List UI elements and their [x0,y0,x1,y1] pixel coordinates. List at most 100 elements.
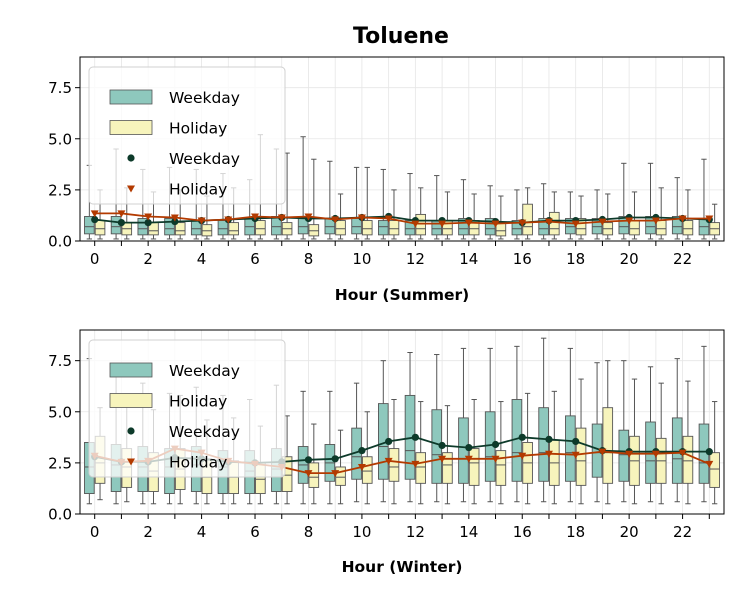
box-holiday-hour-15 [495,195,507,240]
legend: Weekday Holiday Weekday Holiday [88,66,286,205]
y-axis: 0.0 2.5 5.0 7.5 [48,352,80,524]
box-weekday-hour-17 [538,183,549,240]
box-holiday-hour-8 [308,158,320,240]
box-body [308,462,320,488]
mean-point-weekday [358,447,366,455]
box-body [335,220,346,236]
mean-point-holiday [438,455,447,463]
box-weekday-hour-21 [645,162,656,240]
x-tick-label: 10 [352,250,371,268]
x-tick-label: 8 [304,250,314,268]
box-weekday-hour-18 [565,347,576,503]
legend-label: Holiday [169,454,227,472]
box-weekday-hour-16 [511,189,523,240]
box-body [174,222,186,236]
box-weekday-hour-8 [297,390,309,505]
box-holiday-hour-21 [655,187,667,240]
box-holiday-hour-13 [442,405,453,505]
mean-point-holiday [90,210,99,218]
mean-point-weekday [117,219,126,227]
x-tick-label: 12 [406,250,425,268]
box-body [549,211,560,236]
mean-point-holiday [464,219,473,227]
box-weekday-hour-23 [698,345,710,503]
legend-swatch-box-holiday [109,120,153,135]
box-weekday-hour-13 [431,175,443,240]
mean-point-holiday [251,213,260,221]
legend-label: Weekday [169,89,240,107]
x-tick-label: 16 [513,250,532,268]
box-body [164,218,175,236]
mean-point-holiday [411,220,420,228]
box-holiday-hour-15 [495,401,507,505]
box-body [84,216,95,235]
box-weekday-hour-20 [618,162,630,240]
box-holiday-hour-10 [361,166,373,240]
box-body [629,220,640,236]
mean-point-weekday [385,437,393,446]
mean-point-holiday [117,210,126,218]
mean-point-holiday [464,455,473,463]
mean-point-holiday [598,448,607,456]
mean-point-holiday [144,213,153,221]
box-body [575,427,587,486]
legend-marker-holiday [127,458,135,466]
box-weekday-hour-9 [324,160,336,240]
mean-point-holiday [304,470,313,478]
x-tick-label: 4 [197,250,207,268]
x-tick-label: 2 [143,523,153,541]
box-body [335,466,346,486]
box-holiday-hour-20 [629,378,640,505]
plot-frame [79,56,725,242]
box-holiday-hour-23 [709,401,720,505]
box-weekday-hour-21 [645,366,656,503]
box-body [217,220,229,236]
mean-point-weekday [144,219,152,227]
x-tick-label: 2 [143,250,153,268]
box-holiday-hour-22 [682,189,694,240]
box-body [255,220,266,236]
legend-marker-holiday [127,185,135,193]
plot-frame [79,329,725,515]
mean-point-weekday [331,455,339,463]
box-holiday-hour-12 [415,187,426,240]
box-weekday-hour-18 [565,191,576,240]
mean-point-holiday [598,218,607,226]
legend-swatch-box-weekday [109,362,153,378]
box-body [361,220,373,236]
box-weekday-hour-15 [484,185,496,240]
box-holiday-hour-19 [602,193,614,240]
box-body [591,218,603,235]
mean-point-holiday [518,452,527,460]
y-tick-label: 2.5 [48,181,72,199]
y-axis: 0.0 2.5 5.0 7.5 [48,79,80,251]
x-axis: 0 2 4 6 8 10 12 14 16 18 20 22 Hour (Winter) [90,514,710,576]
box-body [201,224,213,237]
box-body [655,220,667,236]
winter-panel: Weekday Holiday Weekday Holiday 0.0 2.5 5.0 7.5… [48,329,725,576]
box-weekday-hour-15 [484,347,496,503]
box-holiday-hour-17 [549,390,560,505]
box-body [671,216,683,235]
x-tick-label: 18 [566,250,585,268]
box-weekday-hour-20 [618,360,630,503]
box-body [682,435,694,484]
box-weekday-hour-11 [378,168,389,240]
y-tick-label: 7.5 [48,79,72,97]
box-holiday-hour-12 [415,401,426,505]
mean-point-holiday [304,213,313,221]
y-tick-label: 0.0 [48,506,72,524]
mean-point-weekday [171,217,179,226]
mean-point-weekday [491,440,500,449]
box-body [618,429,630,482]
chart-title: Toluene [353,24,449,49]
legend: Weekday Holiday Weekday Holiday [88,339,286,478]
box-body [137,218,149,236]
x-axis: 0 2 4 6 8 10 12 14 16 18 20 22 Hour (Summer) [90,241,710,304]
box-body [361,456,373,484]
box-holiday-hour-10 [361,411,373,505]
legend-marker-weekday [127,427,135,435]
box-body [709,452,720,488]
box-holiday-hour-11 [388,189,400,240]
legend-marker-weekday [127,154,135,162]
